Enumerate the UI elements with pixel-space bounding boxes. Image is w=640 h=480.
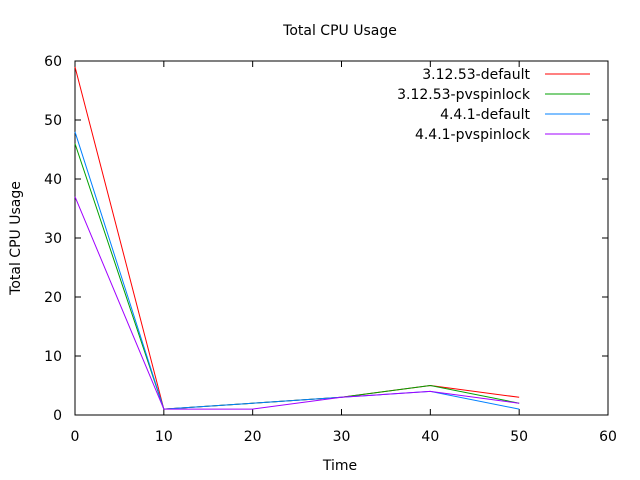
- legend: 3.12.53-default 3.12.53-pvspinlock 4.4.1-d…: [397, 67, 590, 143]
- x-tick-label: 60: [599, 429, 617, 445]
- y-tick-label: 0: [53, 408, 62, 424]
- chart-title: Total CPU Usage: [282, 23, 397, 39]
- x-axis-label: Time: [322, 458, 357, 474]
- y-axis-label: Total CPU Usage: [8, 181, 24, 296]
- y-tick-label: 50: [44, 113, 62, 129]
- x-tick-label: 30: [333, 429, 351, 445]
- legend-label-3: 4.4.1-default: [440, 107, 530, 123]
- x-tick-label: 10: [155, 429, 173, 445]
- y-tick-label: 60: [44, 54, 62, 70]
- x-tick-label: 40: [421, 429, 439, 445]
- y-tick-label: 40: [44, 172, 62, 188]
- x-tick-label: 50: [510, 429, 528, 445]
- y-tick-label: 10: [44, 349, 62, 365]
- legend-label-1: 3.12.53-default: [422, 67, 530, 83]
- legend-label-2: 3.12.53-pvspinlock: [397, 87, 531, 103]
- y-tick-label: 20: [44, 290, 62, 306]
- x-tick-label: 20: [244, 429, 262, 445]
- plot-area: 0 10 20 30 40 50 60 0 10 20 30 40 50 60: [44, 54, 617, 445]
- series-line-3: [74, 131, 520, 410]
- series-line-4: [74, 196, 520, 410]
- y-tick-label: 30: [44, 231, 62, 247]
- legend-label-4: 4.4.1-pvspinlock: [415, 127, 531, 143]
- x-tick-label: 0: [71, 429, 80, 445]
